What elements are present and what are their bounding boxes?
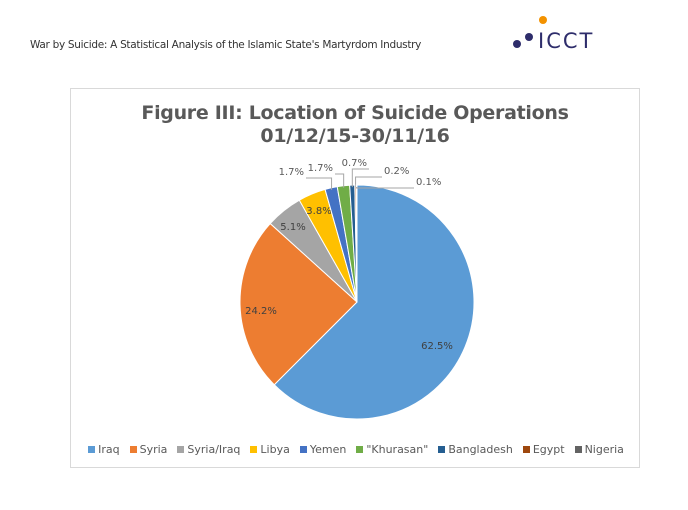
document-header-title: War by Suicide: A Statistical Analysis o… <box>30 39 422 51</box>
legend-label: Bangladesh <box>448 443 513 456</box>
leader-line <box>335 173 345 188</box>
legend-swatch <box>129 446 137 453</box>
legend-label: "Khurasan" <box>366 443 429 456</box>
leader-line <box>355 176 382 188</box>
legend-item-nigeria: Nigeria <box>574 443 624 456</box>
data-label: 0.7% <box>342 158 367 169</box>
legend-swatch <box>250 446 258 453</box>
legend-item-khurasan: "Khurasan" <box>356 443 428 456</box>
logo-text: ICCT <box>538 29 594 52</box>
legend-item-syria: Syria <box>129 443 168 456</box>
legend-item-libya: Libya <box>250 443 290 456</box>
legend-label: Nigeria <box>584 443 624 456</box>
legend-label: Syria <box>139 443 168 456</box>
pie-slice-nigeria <box>355 184 358 303</box>
data-label: 3.8% <box>306 206 331 217</box>
leader-line <box>351 168 369 188</box>
chart-legend: Iraq Syria Syria/Iraq Libya Yemen "Khurasan" B… <box>88 443 624 456</box>
legend-swatch <box>356 446 364 453</box>
leader-line <box>306 177 333 190</box>
legend-item-bangladesh: Bangladesh <box>438 443 513 456</box>
logo-dot <box>513 40 521 48</box>
data-label: 24.2% <box>245 306 277 317</box>
data-label: 0.1% <box>416 177 441 188</box>
data-label: 62.5% <box>421 341 453 352</box>
data-label: 5.1% <box>280 222 305 233</box>
legend-swatch <box>574 446 582 453</box>
logo-dot <box>539 16 547 24</box>
legend-swatch <box>299 446 307 453</box>
legend-swatch <box>88 446 96 453</box>
data-label: 0.2% <box>384 166 409 177</box>
legend-label: Egypt <box>532 443 565 456</box>
legend-label: Yemen <box>309 443 347 456</box>
legend-item-yemen: Yemen <box>299 443 347 456</box>
legend-label: Libya <box>260 443 290 456</box>
legend-swatch <box>438 446 446 453</box>
pie-chart: 62.5% 24.2% 5.1%3.8% 1.7% 1.7% 0.7% 0.2% 0.1% <box>239 158 475 420</box>
legend-label: Iraq <box>98 443 120 456</box>
leader-line <box>356 187 414 189</box>
pie-slice-iraq <box>273 184 475 420</box>
legend-swatch <box>522 446 530 453</box>
chart-area: Figure III: Location of Suicide Operatio… <box>70 88 640 468</box>
legend-item-syria-iraq: Syria/Iraq <box>177 443 240 456</box>
icct-logo: ICCT <box>513 16 594 52</box>
legend-item-egypt: Egypt <box>522 443 565 456</box>
logo-dot <box>525 33 533 41</box>
chart-title: Figure III: Location of Suicide Operatio… <box>141 102 569 124</box>
data-label: 1.7% <box>279 167 304 178</box>
pie-slice-syria <box>239 222 358 386</box>
data-label: 1.7% <box>308 163 333 174</box>
legend-label: Syria/Iraq <box>187 443 241 456</box>
chart-subtitle: 01/12/15-30/11/16 <box>260 125 450 147</box>
legend-item-iraq: Iraq <box>88 443 120 456</box>
legend-swatch <box>177 446 185 453</box>
